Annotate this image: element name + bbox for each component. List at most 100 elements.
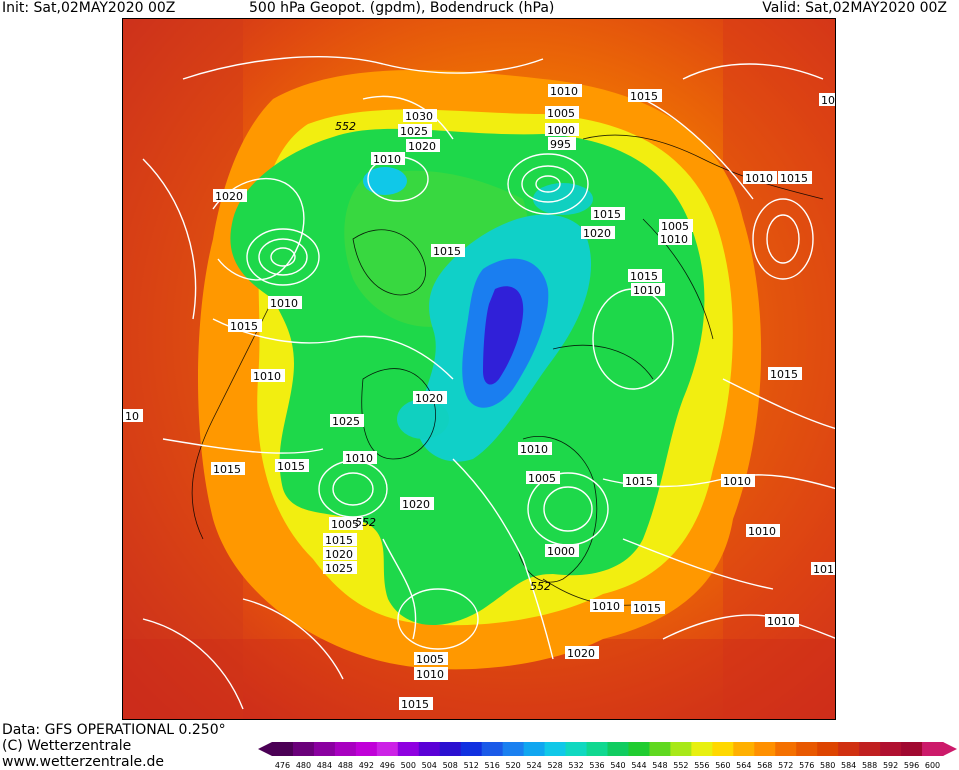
weather-map: 1010 1015 1030 1025 1020 552 1005 1000 9…: [122, 18, 836, 720]
isobar-label: 1020: [567, 647, 595, 660]
colorbar-swatch: [670, 742, 692, 756]
isobar-label: 1010: [520, 443, 548, 456]
isobar-label: 1000: [547, 124, 575, 137]
isobar-label: 1025: [325, 562, 353, 575]
colorbar-tick-label: 516: [485, 761, 500, 770]
colorbar-tick-label: 488: [338, 761, 353, 770]
colorbar-tick-label: 584: [841, 761, 856, 770]
isobar-label: 1015: [625, 475, 653, 488]
isobar-label: 1015: [780, 172, 808, 185]
isobar-label: 1010: [748, 525, 776, 538]
isobar-label: 10: [125, 410, 139, 423]
colorbar-swatch: [460, 742, 483, 756]
colorbar-tick-label: 576: [799, 761, 814, 770]
colorbar-swatch: [733, 742, 755, 756]
colorbar-tick-label: 492: [359, 761, 374, 770]
colorbar-tick-label: 500: [401, 761, 416, 770]
isobar-label: 1005: [416, 653, 444, 666]
isobar-label: 1010: [660, 233, 688, 246]
colorbar-swatch: [796, 742, 818, 756]
isobar-label: 1010: [592, 600, 620, 613]
isobar-label: 1015: [401, 698, 429, 711]
colorbar-swatch: [691, 742, 713, 756]
colorbar-tick-label: 536: [589, 761, 604, 770]
isobar-label: 1010: [633, 284, 661, 297]
colorbar-arrow-low: [258, 742, 272, 756]
colorbar-swatch: [922, 742, 944, 756]
isobar-label: 1000: [547, 545, 575, 558]
isobar-label: 1015: [593, 208, 621, 221]
colorbar-tick-label: 548: [652, 761, 667, 770]
isobar-label: 552: [335, 120, 356, 133]
colorbar-tick-label: 600: [925, 761, 940, 770]
colorbar-tick-label: 592: [883, 761, 898, 770]
isobar-label: 1025: [332, 415, 360, 428]
isobar-label: 1010: [253, 370, 281, 383]
colorbar-swatch: [586, 742, 608, 756]
colorbar-swatch: [901, 742, 923, 756]
colorbar-tick-label: 540: [610, 761, 625, 770]
colorbar-tick-label: 528: [547, 761, 562, 770]
colorbar-tick-label: 512: [464, 761, 479, 770]
isobar-label: 10: [821, 94, 835, 107]
colorbar-tick-label: 484: [317, 761, 332, 770]
isobar-label: 1025: [400, 125, 428, 138]
isobar-label: 1010: [270, 297, 298, 310]
valid-time-label: Valid: Sat,02MAY2020 00Z: [762, 0, 947, 16]
colorbar-tick-label: 580: [820, 761, 835, 770]
isobar-label: 1020: [583, 227, 611, 240]
isobar-label: 1015: [633, 602, 661, 615]
isobar-label: 1030: [405, 110, 433, 123]
isobar-label: 1015: [433, 245, 461, 258]
colorbar-tick-label: 596: [904, 761, 919, 770]
isobar-label: 1020: [408, 140, 436, 153]
isobar-label: 1015: [213, 463, 241, 476]
isobar-label: 1020: [402, 498, 430, 511]
colorbar-tick-label: 504: [422, 761, 437, 770]
isobar-label: 1010: [723, 475, 751, 488]
colorbar-tick-label: 572: [778, 761, 793, 770]
colorbar-tick-label: 532: [568, 761, 583, 770]
isobar-label: 1015: [325, 534, 353, 547]
isobar-label: 1010: [345, 452, 373, 465]
copyright-label: (C) Wetterzentrale: [2, 738, 132, 754]
isobar-labels: 1010 1015 1030 1025 1020 552 1005 1000 9…: [123, 84, 835, 711]
colorbar-tick-label: 496: [380, 761, 395, 770]
init-time-label: Init: Sat,02MAY2020 00Z: [2, 0, 176, 16]
isobar-label: 1015: [230, 320, 258, 333]
colorbar-swatch: [817, 742, 839, 756]
geopotential-deep-low: [483, 286, 524, 385]
colorbar-tick-label: 480: [296, 761, 311, 770]
colorbar-swatch: [334, 742, 357, 756]
colorbar-tick-label: 524: [526, 761, 541, 770]
isobar-label: 552: [530, 580, 551, 593]
colorbar-swatch: [292, 742, 315, 756]
colorbar-tick-label: 560: [715, 761, 730, 770]
colorbar-swatch: [565, 742, 588, 756]
colorbar-swatch: [628, 742, 650, 756]
colorbar-tick-label: 544: [631, 761, 646, 770]
colorbar-swatch: [439, 742, 462, 756]
colorbar-swatch: [607, 742, 629, 756]
colorbar-swatch: [754, 742, 776, 756]
colorbar-swatch: [838, 742, 860, 756]
data-source-label: Data: GFS OPERATIONAL 0.250°: [2, 722, 226, 738]
colorbar-tick-label: 564: [736, 761, 751, 770]
isobar-label: 1005: [528, 472, 556, 485]
colorbar-swatch: [712, 742, 734, 756]
colorbar-swatch: [649, 742, 671, 756]
isobar-label: 552: [355, 516, 376, 529]
colorbar-tick-label: 476: [275, 761, 290, 770]
colorbar-tick-label: 556: [694, 761, 709, 770]
isobar-label: 1015: [630, 270, 658, 283]
isobar-label: 1005: [547, 107, 575, 120]
isobar-label: 1010: [745, 172, 773, 185]
colorbar-swatch: [313, 742, 336, 756]
colorbar-swatch: [775, 742, 797, 756]
isobar-label: 1015: [630, 90, 658, 103]
colorbar-swatch: [481, 742, 504, 756]
colorbar-tick-label: 588: [862, 761, 877, 770]
isobar-label: 1005: [661, 220, 689, 233]
isobar-label: 1020: [325, 548, 353, 561]
colorbar-tick-label: 520: [506, 761, 521, 770]
